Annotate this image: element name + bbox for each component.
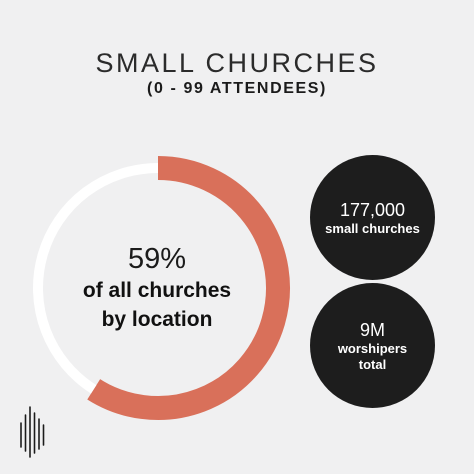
donut-caption-line-1: of all churches [82,279,232,302]
stat-label: small churches [325,220,420,236]
page-subtitle: (0 - 99 ATTENDEES) [147,80,327,97]
stat-circle-churches: 177,000 small churches [310,155,435,280]
stat-value: 177,000 [339,199,406,220]
donut-slice-share [87,156,290,420]
donut-caption-line-2: by location [101,308,213,331]
stat-value: 9M [359,319,385,340]
donut-slice-remainder [33,163,159,394]
stat-label: total [358,356,387,372]
stat-circle-worshipers: 9M worshipers total [310,283,435,408]
stat-label: worshipers [337,340,408,356]
donut-percent-label: 59% [127,243,187,275]
page-title: SMALL CHURCHES [95,48,379,78]
barcode-logo-icon [20,406,45,458]
